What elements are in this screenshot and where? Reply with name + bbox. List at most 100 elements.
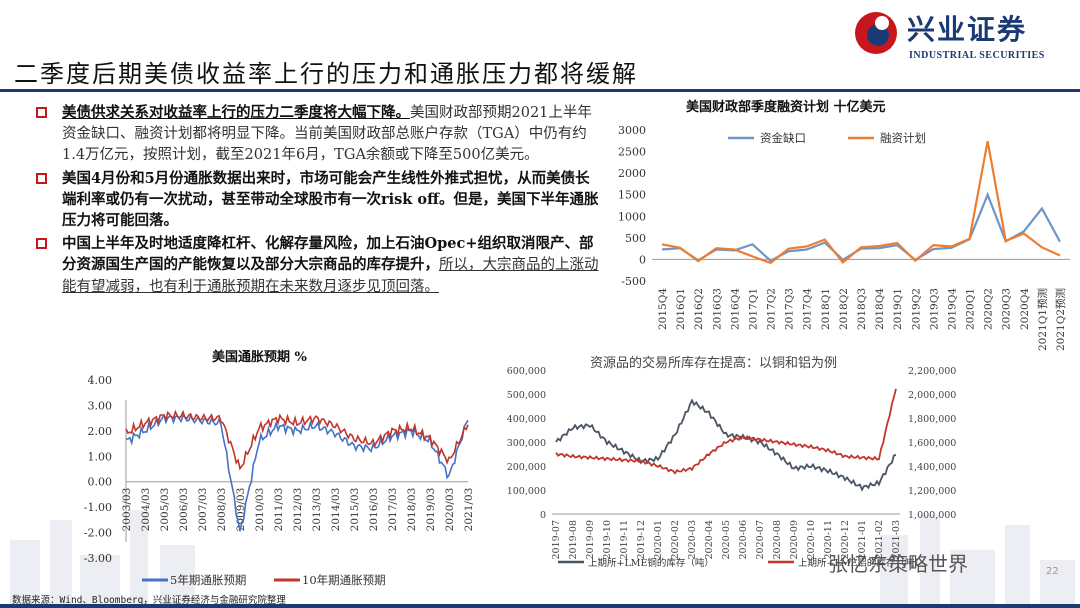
y-tick-label: 0: [639, 253, 646, 266]
x-tick-label: 2020-08: [772, 520, 783, 559]
x-tick-label: 2018Q3: [856, 288, 868, 330]
x-tick-label: 2018Q2: [838, 288, 850, 330]
bullet-item: 中国上半年及时地适度降杠杆、化解存量风险，加上石油Opec+组织取消限产、部分资…: [36, 233, 602, 298]
x-tick-label: 2015/03: [349, 488, 361, 532]
y-right-tick-label: 1,200,000: [908, 486, 956, 497]
x-tick-label: 2018Q4: [874, 288, 886, 330]
x-tick-label: 2016Q4: [729, 288, 741, 330]
footer-bar: [0, 604, 1080, 608]
y-tick-label: 1.00: [88, 450, 113, 463]
x-tick-label: 2020-06: [738, 520, 749, 559]
bullet-square-icon: [36, 107, 47, 118]
series-line-1: [555, 398, 897, 492]
x-tick-label: 2018Q1: [820, 288, 832, 330]
bullet-square-icon: [36, 173, 47, 184]
x-tick-label: 2021-01: [857, 520, 868, 559]
y-tick-label: 3.00: [88, 399, 113, 412]
x-tick-label: 2019Q4: [946, 288, 958, 330]
x-tick-label: 2019-07: [551, 520, 562, 559]
bullet-1-body: 美国财政部预期2021上半年资金缺口、融资计划都将明显下降。当前美国财政部总账户…: [62, 105, 592, 163]
x-tick-label: 2016/03: [368, 488, 380, 532]
chart-title: 美国财政部季度融资计划 十亿美元: [686, 100, 886, 115]
x-tick-label: 2019-11: [619, 520, 630, 559]
x-tick-label: 2019Q3: [928, 288, 940, 330]
company-logo: 兴业证券 INDUSTRIAL SECURITIES: [855, 12, 1070, 66]
y-right-tick-label: 2,200,000: [908, 366, 956, 377]
x-tick-label: 2016Q3: [711, 288, 723, 330]
legend-label: 融资计划: [880, 131, 926, 145]
x-tick-label: 2005/03: [159, 488, 171, 532]
x-tick-label: 2010/03: [254, 488, 266, 532]
legend-label: 上期所+LME铝的库存（吨）: [798, 557, 924, 569]
logo-english-name: INDUSTRIAL SECURITIES: [909, 50, 1045, 61]
y-tick-label: 500: [625, 232, 646, 245]
x-tick-label: 2016Q2: [693, 288, 705, 330]
series-line-2: [661, 141, 1061, 265]
y-right-tick-label: 2,000,000: [908, 390, 956, 401]
x-tick-label: 2018/03: [406, 488, 418, 532]
x-tick-label: 2020-02: [670, 520, 681, 559]
y-tick-label: -500: [621, 275, 646, 288]
chart-title: 美国通胀预期 %: [212, 350, 307, 365]
x-tick-label: 2020-07: [755, 520, 766, 559]
x-tick-label: 2020-10: [806, 520, 817, 559]
bullet-3-head: 中国上半年及时地适度降杠杆、化解存量风险，加上石油Opec+组织取消限产、部分资…: [62, 235, 594, 273]
series-line-1: [661, 191, 1061, 263]
series-line-2: [555, 388, 897, 475]
y-tick-label: 4.00: [88, 374, 113, 387]
x-tick-label: 2020Q4: [1019, 288, 1031, 330]
x-tick-label: 2012/03: [292, 488, 304, 532]
page-number: 22: [1046, 566, 1059, 577]
x-tick-label: 2020-11: [823, 520, 834, 559]
inflation-expectation-chart: 美国通胀预期 % 4.00 3.00 2.00 1.00 0.00 -1.00 -2.00 -…: [76, 346, 476, 592]
x-tick-label: 2003/03: [121, 488, 133, 532]
x-tick-label: 2020-12: [840, 520, 851, 559]
bullet-item: 美债供求关系对收益率上行的压力二季度将大幅下降。美国财政部预期2021上半年资金…: [36, 102, 602, 166]
x-tick-label: 2021Q1预测: [1036, 288, 1049, 351]
x-tick-label: 2019Q2: [910, 288, 922, 330]
x-tick-label: 2017Q1: [747, 288, 759, 330]
y-tick-label: -1.00: [84, 501, 112, 514]
y-right-tick-label: 1,000,000: [908, 510, 956, 521]
logo-chinese-name: 兴业证券: [907, 13, 1028, 46]
x-tick-label: 2019-12: [636, 520, 647, 559]
bullet-2-text: 美国4月份和5月份通胀数据出来时，市场可能会产生线性外推式担忧，从而美债长端利率…: [62, 170, 599, 229]
x-tick-label: 2020/03: [444, 488, 456, 532]
x-tick-label: 2017Q4: [802, 288, 814, 330]
bullet-list: 美债供求关系对收益率上行的压力二季度将大幅下降。美国财政部预期2021上半年资金…: [36, 102, 602, 300]
y-tick-label: -2.00: [84, 527, 112, 540]
x-tick-label: 2011/03: [273, 488, 285, 532]
x-tick-label: 2017Q3: [784, 288, 796, 330]
watermark-text: 张忆东策略世界: [828, 552, 968, 576]
logo-emblem-icon: [855, 12, 897, 54]
metal-inventory-chart: 资源品的交易所库存在提高：以铜和铝为例 600,000 500,000 400,00…: [500, 350, 980, 574]
x-tick-label: 2020-05: [721, 520, 732, 559]
title-divider: [0, 89, 1080, 92]
legend-label: 上期所+LME铜的库存（吨）: [588, 557, 714, 569]
y-tick-label: 0.00: [88, 476, 113, 489]
x-tick-label: 2020-03: [687, 520, 698, 559]
bullet-1-lead: 美债供求关系对收益率上行的压力二季度将大幅下降。: [62, 104, 410, 121]
y-tick-label: 3000: [618, 124, 646, 137]
x-tick-label: 2020-04: [704, 520, 715, 559]
data-source-note: 数据来源：Wind、Bloomberg，兴业证券经济与金融研究院整理: [12, 595, 286, 606]
y-left-tick-label: 300,000: [507, 438, 546, 449]
x-tick-label: 2017/03: [387, 488, 399, 532]
x-tick-label: 2016Q1: [675, 288, 687, 330]
x-tick-label: 2019-08: [568, 520, 579, 559]
y-tick-label: 2500: [618, 146, 646, 159]
y-tick-label: 1000: [618, 210, 646, 223]
bullet-square-icon: [36, 238, 47, 249]
x-tick-label: 2021-02: [874, 520, 885, 559]
legend-label: 10年期通胀预期: [302, 573, 386, 587]
y-left-tick-label: 100,000: [507, 486, 546, 497]
x-tick-label: 2021Q2预测: [1054, 288, 1067, 351]
x-tick-label: 2020Q2: [983, 288, 995, 330]
legend-label: 5年期通胀预期: [170, 573, 246, 587]
bullet-3-tail: 所以，大宗商品的上涨动能有望减弱，也有利于通胀预期在未来数月逐步见顶回落。: [62, 257, 599, 295]
y-tick-label: -3.00: [84, 552, 112, 565]
x-tick-label: 2007/03: [197, 488, 209, 532]
x-tick-label: 2004/03: [140, 488, 152, 532]
x-tick-label: 2019-10: [602, 520, 613, 559]
fiscal-financing-chart: 美国财政部季度融资计划 十亿美元 -500 0 500 1000 1500 2000 250…: [608, 96, 1078, 364]
